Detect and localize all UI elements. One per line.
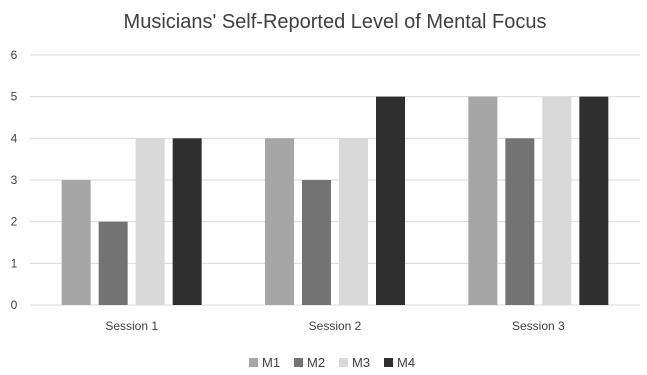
bar-m3-session-2 <box>339 138 368 305</box>
bar-m1-session-3 <box>468 96 498 306</box>
legend-swatch-m2 <box>294 358 303 367</box>
bar-m4-session-3 <box>579 96 609 306</box>
y-tick-label: 3 <box>11 173 18 187</box>
bar-m1-session-2 <box>265 138 294 305</box>
bar-m4-session-2 <box>376 96 405 306</box>
legend-label-m4: M4 <box>397 355 415 370</box>
gridlines <box>30 54 640 306</box>
x-tick-label: Session 1 <box>105 319 158 333</box>
y-tick-label: 5 <box>11 90 18 104</box>
bar-m3-session-3 <box>542 96 572 306</box>
bar-m3-session-1 <box>135 138 165 305</box>
y-tick-label: 6 <box>11 48 18 62</box>
bar-m1-session-1 <box>61 180 91 305</box>
chart-title: Musicians' Self-Reported Level of Mental… <box>124 11 547 33</box>
legend: M1 M2 M3 M4 <box>249 355 415 370</box>
legend-label-m2: M2 <box>307 355 325 370</box>
y-tick-label: 2 <box>11 215 18 229</box>
bar-m2-session-3 <box>505 138 535 305</box>
legend-swatch-m3 <box>339 358 348 367</box>
x-axis-ticks: Session 1 Session 2 Session 3 <box>105 319 565 333</box>
bar-m2-session-1 <box>98 221 128 305</box>
legend-swatch-m4 <box>384 358 393 367</box>
bar-m4-session-1 <box>172 138 202 305</box>
y-tick-label: 4 <box>11 131 18 145</box>
x-tick-label: Session 2 <box>309 319 362 333</box>
bar-m2-session-2 <box>302 180 331 305</box>
legend-label-m3: M3 <box>352 355 370 370</box>
legend-label-m1: M1 <box>262 355 280 370</box>
y-tick-label: 1 <box>11 256 18 270</box>
x-tick-label: Session 3 <box>512 319 565 333</box>
legend-swatch-m1 <box>249 358 258 367</box>
y-tick-label: 0 <box>11 298 18 312</box>
y-axis-ticks: 0 1 2 3 4 5 6 <box>11 48 18 312</box>
bars <box>61 96 609 306</box>
